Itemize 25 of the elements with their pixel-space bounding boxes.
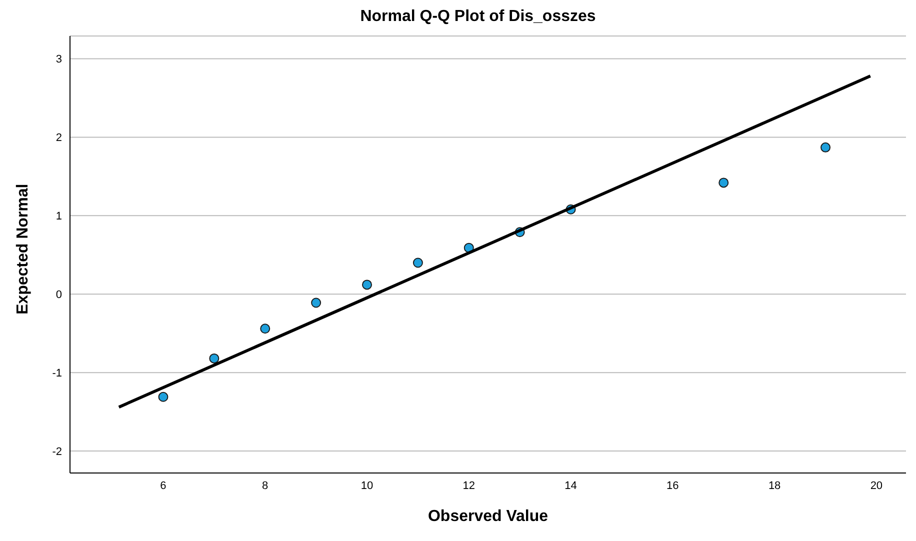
point xyxy=(209,353,220,364)
y-tick-label: 0 xyxy=(56,289,62,302)
x-tick-label: 18 xyxy=(768,480,781,492)
x-tick-label: 16 xyxy=(666,480,679,492)
y-tick-label: 3 xyxy=(56,54,62,66)
y-axis-title: Expected Normal xyxy=(14,184,32,314)
point xyxy=(311,298,322,308)
point xyxy=(362,280,372,290)
x-tick-label: 14 xyxy=(564,480,577,492)
x-tick-label: 20 xyxy=(870,480,883,492)
x-tick-label: 10 xyxy=(360,480,374,492)
point xyxy=(820,142,831,152)
x-tick-label: 8 xyxy=(262,480,268,492)
x-axis-title: Observed Value xyxy=(428,508,548,525)
x-tick-label: 6 xyxy=(160,480,166,492)
point xyxy=(158,392,168,402)
point xyxy=(260,324,270,334)
point xyxy=(718,178,729,188)
y-tick-label: 1 xyxy=(56,210,62,223)
x-tick-label: 12 xyxy=(462,480,476,492)
point xyxy=(412,258,423,268)
y-tick-label: -1 xyxy=(52,367,62,380)
chart-title: Normal Q-Q Plot of Dis_osszes xyxy=(359,8,597,27)
y-tick-label: 2 xyxy=(56,132,62,144)
y-tick-label: -2 xyxy=(52,446,62,458)
